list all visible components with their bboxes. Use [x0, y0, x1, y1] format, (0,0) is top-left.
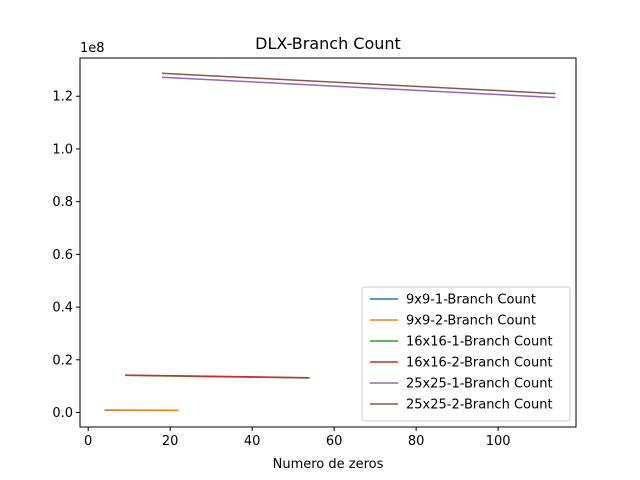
x-tick-label: 100	[486, 434, 511, 449]
series-line-6	[161, 72, 556, 95]
series-line-4	[125, 374, 310, 379]
x-tick-label: 0	[84, 434, 92, 449]
chart-title: DLX-Branch Count	[255, 34, 401, 53]
legend-label-3: 16x16-1-Branch Count	[406, 335, 553, 350]
y-axis: 0.0 0.2 0.4 0.6 0.8 1.0 1.2	[52, 90, 80, 421]
legend-label-5: 25x25-1-Branch Count	[406, 377, 553, 392]
legend-label-1: 9x9-1-Branch Count	[406, 293, 536, 308]
series-line-5	[161, 76, 556, 99]
legend-label-2: 9x9-2-Branch Count	[406, 314, 536, 329]
y-offset-label: 1e8	[80, 41, 105, 56]
x-tick-label: 40	[244, 434, 261, 449]
y-tick-label: 1.2	[52, 90, 73, 105]
plot-area	[104, 72, 556, 412]
y-tick-label: 0.2	[52, 353, 73, 368]
y-tick-label: 0.0	[52, 406, 73, 421]
y-tick-label: 0.4	[52, 301, 73, 316]
legend: 9x9-1-Branch Count 9x9-2-Branch Count 16x1…	[361, 286, 571, 422]
x-axis: 0 20 40 60 80 100	[84, 427, 511, 449]
legend-box	[361, 286, 571, 422]
x-axis-label: Numero de zeros	[273, 457, 384, 472]
x-tick-label: 20	[162, 434, 179, 449]
x-tick-label: 60	[326, 434, 343, 449]
y-tick-label: 1.0	[52, 142, 73, 157]
x-tick-label: 80	[408, 434, 425, 449]
legend-label-6: 25x25-2-Branch Count	[406, 398, 553, 413]
y-tick-label: 0.8	[52, 195, 73, 210]
plot-frame	[79, 57, 577, 428]
y-tick-label: 0.6	[52, 248, 73, 263]
legend-label-4: 16x16-2-Branch Count	[406, 356, 553, 371]
